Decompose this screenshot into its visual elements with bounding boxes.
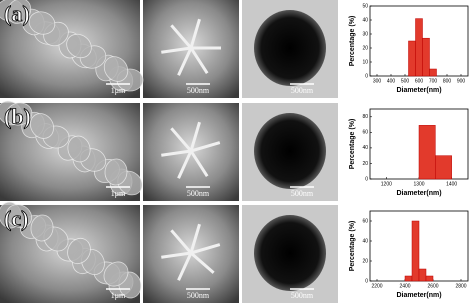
flake	[161, 46, 192, 54]
panel-label: (c)	[4, 206, 28, 231]
x-tick-label: 700	[429, 78, 438, 84]
y-tick-label: 40	[362, 238, 368, 244]
bar	[418, 268, 427, 282]
scale-bar-label: 1μm	[111, 189, 126, 198]
bar	[411, 220, 420, 282]
tem-particle	[254, 113, 326, 189]
bar	[435, 155, 452, 180]
flake	[170, 229, 193, 254]
flower	[67, 237, 91, 265]
flower	[103, 261, 129, 287]
x-tick-label: 2400	[399, 283, 410, 289]
x-tick-label: 500	[401, 78, 410, 84]
scale-bar-label: 500nm	[187, 291, 210, 300]
flake	[190, 251, 215, 274]
y-axis-label: Percentage (%)	[349, 119, 356, 170]
bar	[422, 37, 430, 77]
x-tick-label: 800	[443, 78, 452, 84]
y-tick-label: 40	[362, 145, 368, 151]
scale-bar-label: 500nm	[291, 291, 314, 300]
x-axis-label: Diameter(nm)	[396, 292, 441, 299]
y-tick-label: 20	[362, 161, 368, 167]
bar	[415, 18, 423, 77]
flower	[66, 33, 92, 59]
panel-label: (b)	[4, 104, 31, 129]
flake	[177, 47, 193, 76]
flake	[189, 150, 209, 178]
x-tick-label: 2200	[371, 283, 382, 289]
y-tick-label: 60	[362, 130, 368, 136]
flake	[189, 18, 201, 49]
x-tick-label: 1400	[446, 181, 457, 187]
flake	[161, 251, 192, 259]
flower	[5, 204, 33, 228]
flower	[67, 135, 91, 163]
scale-bar-label: 1μm	[111, 86, 126, 95]
scale-bar-label: 500nm	[187, 86, 210, 95]
flake	[189, 121, 201, 152]
y-tick-label: 20	[362, 258, 368, 264]
scale-bar-label: 500nm	[291, 189, 314, 198]
flake	[161, 149, 192, 157]
flake	[190, 243, 221, 255]
flake	[170, 24, 193, 49]
x-tick-label: 2600	[427, 283, 438, 289]
x-tick-label: 1300	[413, 181, 424, 187]
flake	[177, 252, 193, 281]
x-tick-label: 300	[373, 78, 382, 84]
y-tick-label: 0	[365, 73, 368, 79]
x-tick-label: 2800	[455, 283, 466, 289]
flake	[170, 127, 193, 152]
scale-bar-label: 1μm	[111, 291, 126, 300]
flower	[5, 102, 33, 126]
flake	[190, 141, 221, 153]
flower	[103, 56, 129, 82]
tem-particle	[254, 215, 326, 291]
y-tick-label: 80	[362, 114, 368, 120]
y-tick-label: 30	[362, 31, 368, 37]
x-tick-label: 400	[387, 78, 396, 84]
y-tick-label: 50	[362, 3, 368, 9]
scale-bar-label: 500nm	[291, 86, 314, 95]
y-axis-label: Percentage (%)	[349, 221, 356, 272]
flower	[104, 158, 128, 186]
flower	[30, 113, 54, 139]
x-tick-label: 1200	[381, 181, 392, 187]
flower	[30, 214, 54, 242]
bar	[425, 275, 434, 282]
x-axis-label: Diameter(nm)	[396, 87, 441, 94]
x-tick-label: 600	[415, 78, 424, 84]
x-axis-label: Diameter(nm)	[396, 190, 441, 197]
y-tick-label: 20	[362, 45, 368, 51]
bar	[429, 68, 437, 77]
y-tick-label: 40	[362, 17, 368, 23]
y-tick-label: 0	[365, 278, 368, 284]
flower	[6, 0, 32, 24]
flake	[189, 47, 209, 75]
y-tick-label: 10	[362, 59, 368, 65]
bar	[404, 275, 413, 282]
flake	[177, 150, 193, 179]
y-tick-label: 0	[365, 176, 368, 182]
x-tick-label: 900	[457, 78, 466, 84]
y-tick-label: 60	[362, 218, 368, 224]
bar	[418, 125, 436, 180]
bar	[408, 40, 416, 77]
panel-label: (a)	[4, 1, 30, 26]
flake	[189, 223, 201, 254]
tem-particle	[254, 10, 326, 86]
y-axis-label: Percentage (%)	[349, 16, 356, 67]
flower	[28, 11, 56, 35]
scale-bar-label: 500nm	[187, 189, 210, 198]
